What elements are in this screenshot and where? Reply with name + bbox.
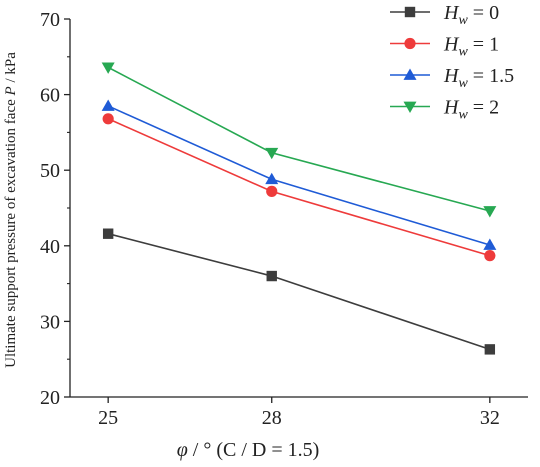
legend-entry-3: Hw = 2 <box>390 97 499 123</box>
y-axis-label: Ultimate support pressure of excavation … <box>3 52 19 368</box>
series-line <box>107 66 491 212</box>
legend-label-sub: w <box>458 45 468 60</box>
legend-marker <box>404 6 416 18</box>
legend-label-sub: w <box>458 76 468 91</box>
data-point <box>101 62 115 74</box>
legend-label-value: = 1 <box>468 34 499 56</box>
y-tick-label: 30 <box>40 311 60 333</box>
legend-label-sub: w <box>458 108 468 123</box>
x-axis-label: φ / ° (C / D = 1.5) <box>177 439 320 461</box>
series-2 <box>101 99 497 250</box>
y-axis-label-unit: / kPa <box>3 52 19 87</box>
legend-marker <box>404 37 416 50</box>
legend-label: Hw = 1.5 <box>443 65 514 91</box>
y-tick-label: 50 <box>40 160 60 182</box>
legend-marker <box>403 68 417 80</box>
data-point <box>484 250 496 262</box>
legend-label-var: H <box>443 34 460 56</box>
legend-marker <box>403 101 417 113</box>
axes: 20 30 40 50 60 70 25 28 32 φ / ° (C / D = 1.5) Ult… <box>3 9 500 461</box>
legend-label-value: = 0 <box>468 2 499 24</box>
x-tick-label: 28 <box>262 407 282 429</box>
legend-label-var: H <box>443 97 460 119</box>
legend-label-value: = 1.5 <box>468 65 514 87</box>
legend-label-sub: w <box>458 13 468 28</box>
data-point <box>265 172 279 185</box>
series-3 <box>101 62 497 218</box>
legend-label: Hw = 0 <box>443 2 499 28</box>
series-1 <box>102 113 496 262</box>
series-0 <box>102 228 496 355</box>
legend-label-var: H <box>443 65 460 87</box>
legend-label-var: H <box>443 2 460 24</box>
data-point <box>102 228 114 239</box>
series-line <box>107 232 491 351</box>
legend-label: Hw = 1 <box>443 34 499 60</box>
x-axis-label-symbol: φ <box>177 439 188 461</box>
y-tick-label: 40 <box>40 236 60 258</box>
series-line <box>107 105 491 246</box>
data-point <box>266 270 277 282</box>
x-axis-label-unit: / ° <box>188 439 217 461</box>
data-point <box>266 185 278 197</box>
data-point <box>101 99 115 111</box>
x-tick-label: 25 <box>98 407 118 429</box>
y-axis-label-var: P <box>3 86 19 96</box>
legend-entry-1: Hw = 1 <box>390 34 499 60</box>
y-tick-label: 70 <box>40 9 60 31</box>
series-layer <box>101 62 497 355</box>
legend: Hw = 0Hw = 1Hw = 1.5Hw = 2 <box>390 2 514 123</box>
data-point <box>265 147 279 160</box>
x-tick-label: 32 <box>480 407 500 429</box>
data-point <box>484 344 496 355</box>
data-point <box>483 206 497 218</box>
legend-entry-2: Hw = 1.5 <box>390 65 514 91</box>
y-tick-label: 60 <box>40 85 60 107</box>
data-point <box>483 238 497 250</box>
data-point <box>102 113 114 125</box>
y-axis-label-text: Ultimate support pressure of excavation … <box>3 95 19 367</box>
y-tick-label: 20 <box>40 387 60 409</box>
legend-entry-0: Hw = 0 <box>390 2 499 28</box>
x-axis-label-note: (C / D = 1.5) <box>216 439 319 461</box>
legend-label: Hw = 2 <box>443 97 499 123</box>
legend-label-value: = 2 <box>468 97 499 119</box>
